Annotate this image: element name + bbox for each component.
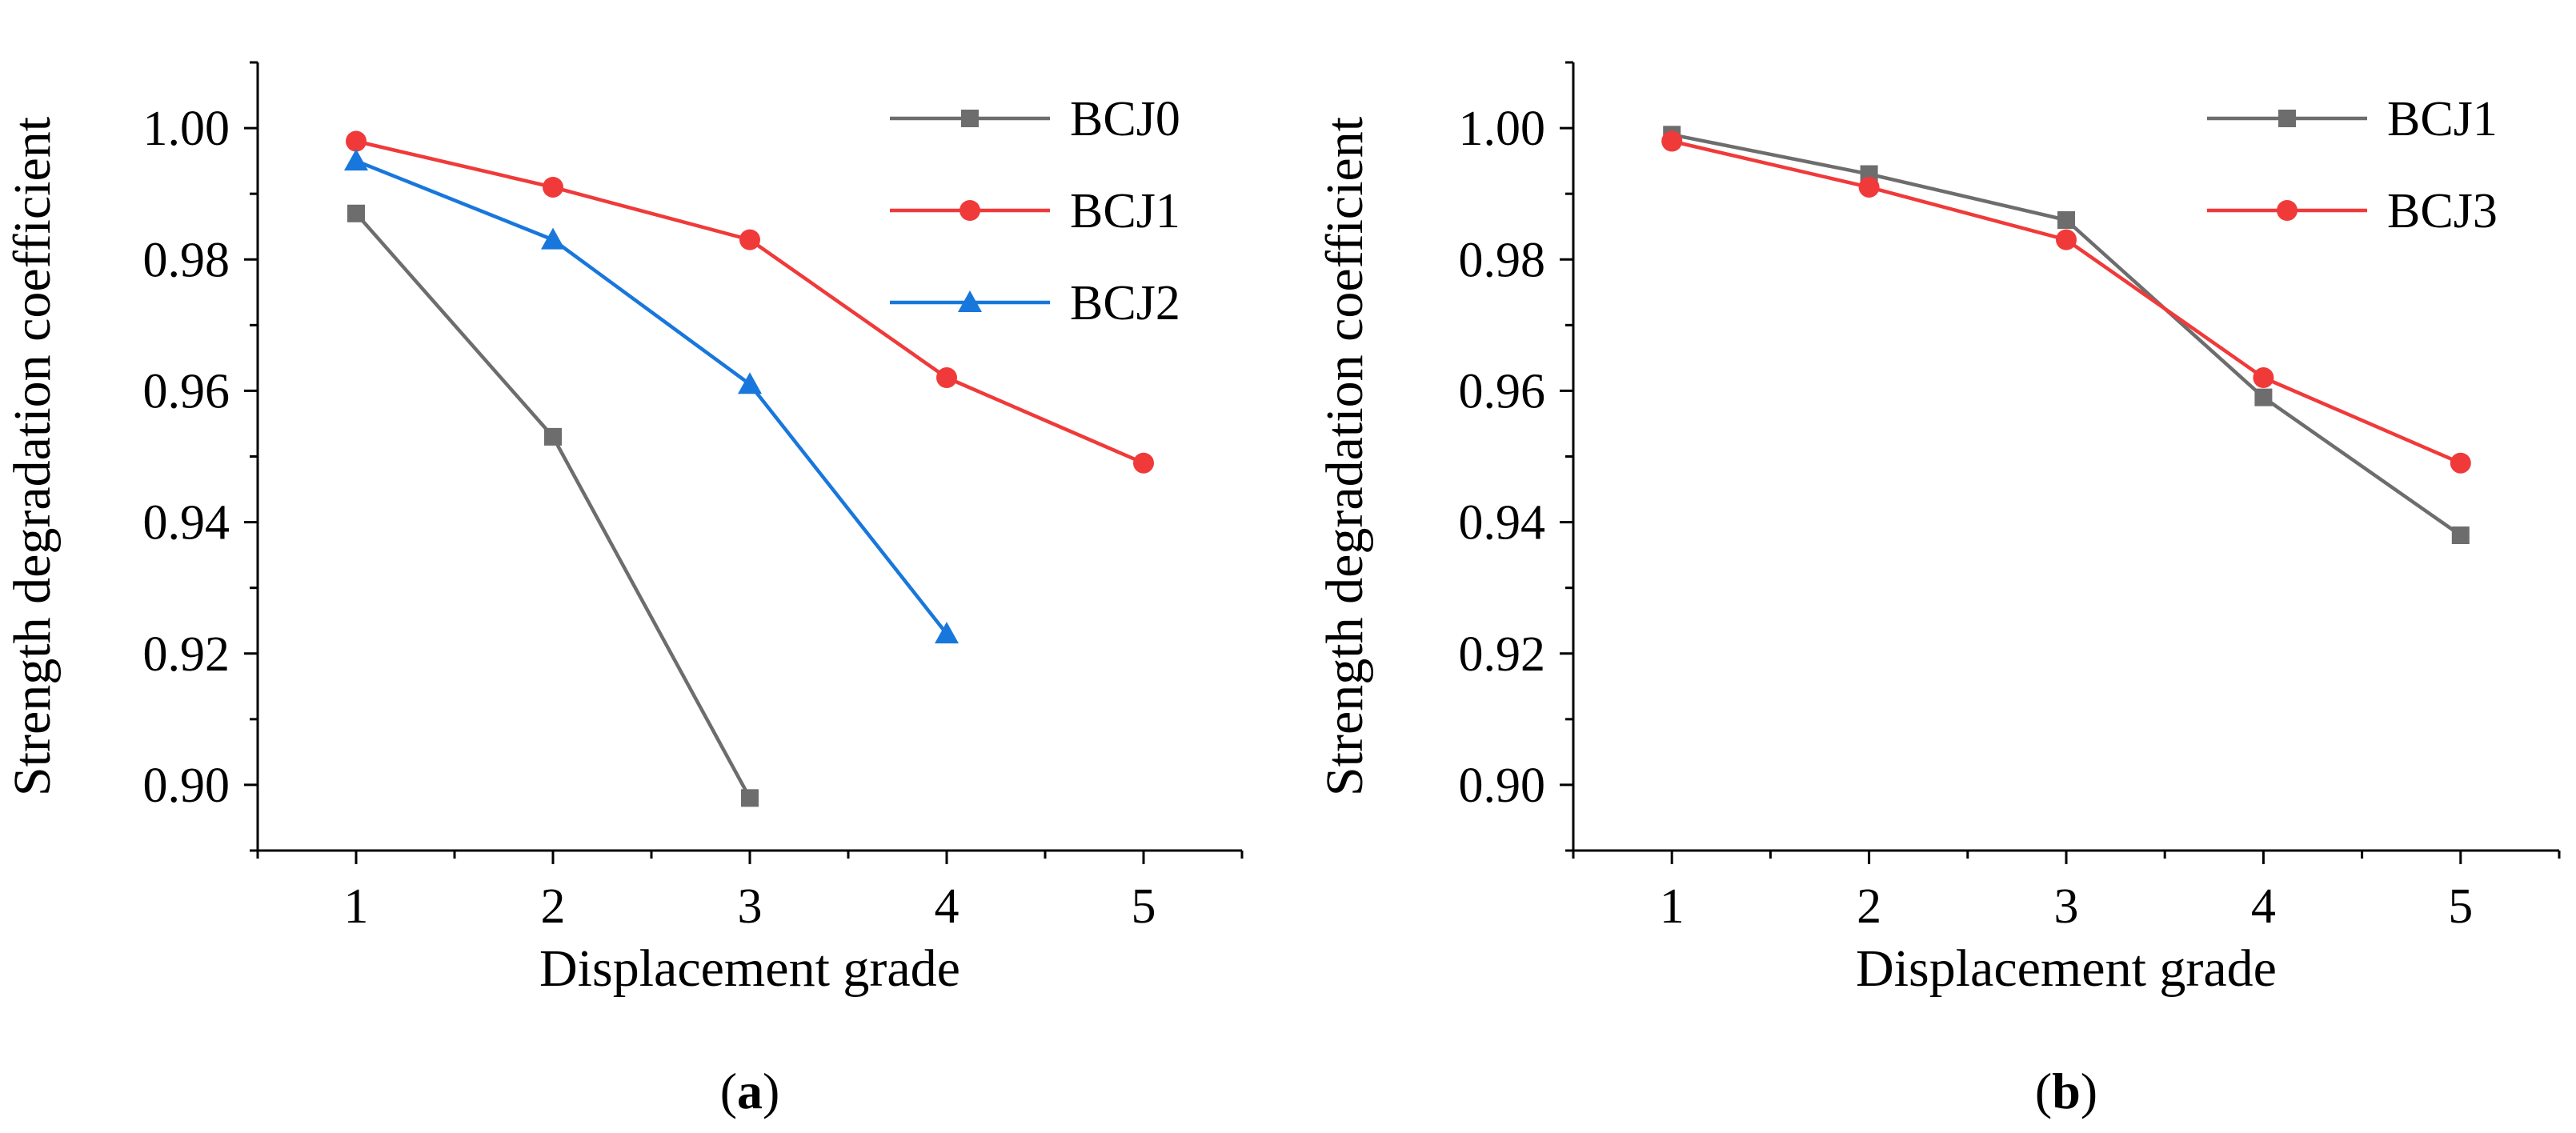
legend-item-bcj0: BCJ0	[890, 92, 1180, 146]
y-tick-label: 0.94	[1459, 496, 1546, 550]
data-point-bcj3	[2450, 452, 2471, 474]
legend-label: BCJ2	[1070, 276, 1180, 330]
legend-label: BCJ1	[1070, 184, 1180, 238]
y-tick-label: 0.96	[143, 364, 230, 418]
y-tick-label: 1.00	[1459, 102, 1546, 156]
y-tick-label: 0.94	[143, 496, 230, 550]
x-tick-label: 2	[541, 879, 566, 934]
panel-label: (b)	[2035, 1063, 2097, 1119]
data-point-bcj1	[2254, 388, 2273, 406]
data-point-bcj1	[2057, 211, 2075, 229]
panel-b: 0.90 0.92 0.94 0.96 0.98 1.00 1 2 3 4 5 Displacemen…	[1316, 61, 2561, 1119]
y-tick-label: 0.92	[1459, 627, 1546, 682]
data-point-bcj0	[347, 204, 365, 222]
panel-a: 0.90 0.92 0.94 0.96 0.98 1.00 1 2 3 4 5 Displacemen…	[3, 61, 1244, 1119]
x-axis-title: Displacement grade	[539, 939, 960, 998]
y-tick-label: 0.90	[1459, 759, 1546, 813]
legend-marker	[961, 110, 979, 127]
legend: BCJ1 BCJ3	[2207, 92, 2498, 238]
data-point-bcj2	[738, 372, 762, 394]
panel-label: (a)	[720, 1063, 780, 1119]
y-tick-label: 0.92	[143, 627, 230, 682]
data-point-bcj1	[739, 229, 760, 250]
panel-label-close: )	[2081, 1063, 2097, 1119]
legend-label: BCJ0	[1070, 92, 1180, 146]
x-tick-label: 2	[1857, 879, 1881, 934]
y-tick-label: 1.00	[143, 102, 230, 156]
x-tick-label: 1	[1660, 879, 1685, 934]
legend-item-bcj3: BCJ3	[2207, 184, 2498, 238]
data-point-bcj3	[1858, 176, 1880, 198]
legend-marker	[958, 290, 982, 312]
y-tick-label: 0.90	[143, 759, 230, 813]
data-point-bcj1	[1133, 452, 1154, 474]
x-tick-label: 5	[1132, 879, 1156, 934]
series-bcj0	[347, 204, 759, 807]
series-bcj1	[1663, 126, 2470, 544]
series-line-bcj2	[355, 159, 948, 635]
y-tick-label: 0.96	[1459, 364, 1546, 418]
y-axis-title: Strength degradation coefficient	[3, 117, 62, 796]
data-point-bcj3	[2253, 367, 2274, 388]
data-point-bcj3	[2056, 229, 2077, 250]
x-tick-label: 3	[2054, 879, 2079, 934]
data-point-bcj0	[741, 789, 759, 807]
data-point-bcj3	[1661, 130, 1683, 152]
panel-label-letter: a	[737, 1063, 763, 1119]
series-line-bcj1	[1671, 133, 2462, 537]
legend-item-bcj1: BCJ1	[890, 184, 1180, 238]
series-bcj2	[344, 149, 959, 644]
data-point-bcj0	[544, 427, 562, 446]
series-bcj1	[346, 130, 1154, 474]
legend-marker	[959, 200, 980, 221]
series-bcj3	[1661, 130, 2471, 474]
data-point-bcj1	[346, 130, 367, 152]
legend-item-bcj1: BCJ1	[2207, 92, 2498, 146]
panel-label-letter: b	[2052, 1063, 2081, 1119]
y-tick-label: 0.98	[1459, 233, 1546, 287]
legend-label: BCJ1	[2387, 92, 2498, 146]
panel-label-open: (	[2035, 1063, 2052, 1119]
series-line-bcj3	[1671, 139, 2462, 465]
data-point-bcj1	[2451, 526, 2470, 544]
x-tick-label: 1	[344, 879, 369, 934]
legend-marker	[2278, 110, 2296, 127]
panel-label-close: )	[763, 1063, 779, 1119]
y-axis-title: Strength degradation coefficient	[1316, 117, 1374, 796]
x-tick-label: 3	[738, 879, 763, 934]
x-axis-title: Displacement grade	[1856, 939, 2277, 998]
legend: BCJ0 BCJ1 BCJ2	[890, 92, 1180, 330]
legend-marker	[2277, 200, 2298, 221]
data-point-bcj2	[935, 622, 959, 644]
legend-item-bcj2: BCJ2	[890, 276, 1180, 330]
data-point-bcj1	[543, 176, 563, 198]
data-point-bcj2	[344, 149, 368, 171]
data-point-bcj1	[936, 367, 957, 388]
x-tick-label: 5	[2448, 879, 2473, 934]
legend-label: BCJ3	[2387, 184, 2498, 238]
x-tick-label: 4	[2251, 879, 2276, 934]
y-tick-label: 0.98	[143, 233, 230, 287]
panel-label-open: (	[720, 1063, 737, 1119]
series-line-bcj0	[355, 212, 751, 799]
x-tick-label: 4	[935, 879, 959, 934]
data-point-bcj2	[541, 227, 565, 250]
